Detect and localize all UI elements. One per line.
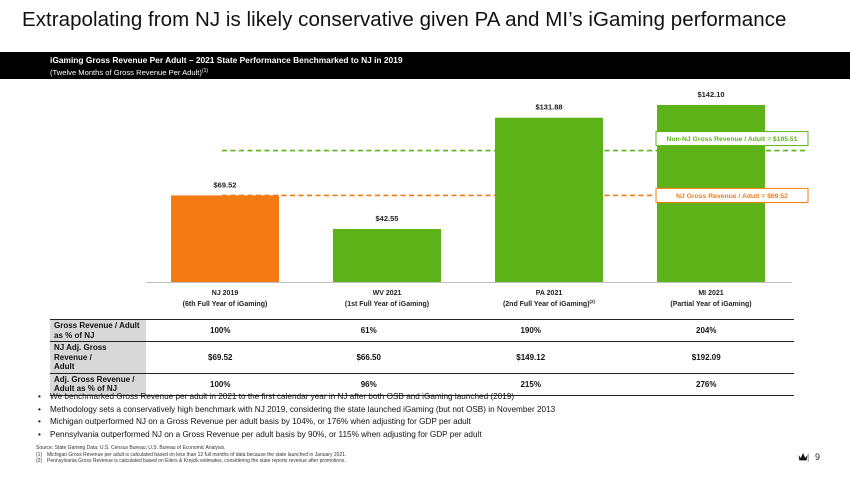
x-tick-label: MI 2021 <box>698 290 723 297</box>
bullet-item: • We benchmarked Gross Revenue per adult … <box>36 391 816 404</box>
row-label-line1: NJ Adj. Gross Revenue / <box>54 343 107 362</box>
x-tick-label: NJ 2019 <box>212 290 239 297</box>
chart-subtitle-footnote-ref: (1) <box>201 68 209 74</box>
footnote: (2) Pennsylvania Gross Revenue is calcula… <box>36 458 346 465</box>
reference-label-box <box>655 131 809 147</box>
table-cell: 190% <box>442 319 619 342</box>
footnotes: Source: State Gaming Data; U.S. Census B… <box>36 445 346 465</box>
footnote-text: Pennsylvania Gross Revenue is calculated… <box>47 458 346 465</box>
row-label-line2: as % of NJ <box>54 330 95 340</box>
bullet-marker: • <box>38 404 41 414</box>
metrics-table: Gross Revenue / Adult as % of NJ 100% 61%… <box>50 319 794 396</box>
page-title: Extrapolating from NJ is likely conserva… <box>22 8 787 31</box>
data-label: $131.88 <box>535 103 562 112</box>
chart-header-band: iGaming Gross Revenue Per Adult – 2021 S… <box>0 52 850 79</box>
x-tick-sublabel: (6th Full Year of iGaming) <box>183 301 268 308</box>
bullet-list: • We benchmarked Gross Revenue per adult … <box>36 391 816 441</box>
table-row: NJ Adj. Gross Revenue / Adult $69.52 $66.… <box>50 341 794 374</box>
bar-3 <box>495 117 603 283</box>
data-label: $69.52 <box>214 180 237 189</box>
x-tick-label: WV 2021 <box>373 290 402 297</box>
row-label-line1: Gross Revenue / Adult <box>54 321 140 330</box>
table-cell: $192.09 <box>618 341 794 374</box>
data-label: $42.55 <box>376 214 399 223</box>
row-label-line2: Adult as % of NJ <box>54 384 118 393</box>
bullet-marker: • <box>38 392 41 401</box>
chart-subtitle: (Twelve Months of Gross Revenue Per Adul… <box>50 66 850 78</box>
footnote: (1) Michigan Gross Revenue per adult is c… <box>36 452 346 459</box>
table-cell: 61% <box>294 319 443 342</box>
table-cell: 100% <box>146 319 295 342</box>
bullet-text: Michigan outperformed NJ on a Gross Reve… <box>50 417 471 427</box>
footnote-text: Michigan Gross Revenue per adult is calc… <box>47 451 347 458</box>
x-tick-sublabel: (Partial Year of iGaming) <box>670 301 751 308</box>
reference-label: Non-NJ Gross Revenue / Adult = $105.51 <box>666 136 797 143</box>
page-number-separator: | <box>807 452 810 462</box>
table-row: Gross Revenue / Adult as % of NJ 100% 61%… <box>50 319 794 342</box>
x-tick-sublabel: (2nd Full Year of iGaming)(2) <box>503 299 596 308</box>
footnote-source: Source: State Gaming Data; U.S. Census B… <box>36 445 226 451</box>
bullet-text: We benchmarked Gross Revenue per adult i… <box>50 392 515 401</box>
x-tick-footnote-ref: (2) <box>590 299 596 304</box>
table-cell: 100% <box>146 373 295 396</box>
bullet-text: Methodology sets a conservatively high b… <box>50 404 556 414</box>
bullet-marker: • <box>38 417 41 427</box>
bullet-marker: • <box>38 429 41 439</box>
table-cell: 204% <box>618 319 794 342</box>
bar-2 <box>333 228 441 282</box>
table-cell: 215% <box>442 373 619 396</box>
chart-title: iGaming Gross Revenue Per Adult – 2021 S… <box>50 55 403 65</box>
table-row: Adj. Gross Revenue / Adult as % of NJ 100… <box>50 373 794 396</box>
table-cell: 276% <box>618 373 794 396</box>
bullet-item: • Methodology sets a conservatively high … <box>36 404 816 417</box>
bar-1 <box>171 195 279 282</box>
bullet-text: Pennsylvania outperformed NJ on a Gross … <box>50 429 482 439</box>
x-tick-sublabel: (1st Full Year of iGaming) <box>345 301 429 308</box>
table-row-header: Adj. Gross Revenue / Adult as % of NJ <box>50 373 146 396</box>
reference-label: NJ Gross Revenue / Adult = $69.52 <box>676 193 788 200</box>
data-label: $142.10 <box>697 90 724 99</box>
table-cell: $69.52 <box>146 341 295 374</box>
table-cell: $66.50 <box>294 341 443 374</box>
table-row-header: Gross Revenue / Adult as % of NJ <box>50 319 146 342</box>
bullet-item: • Pennsylvania outperformed NJ on a Gross… <box>36 429 816 442</box>
bullet-item: • Michigan outperformed NJ on a Gross Rev… <box>36 416 816 429</box>
footnote-number: (1) <box>36 451 43 458</box>
bar-chart: $69.52 $42.55 $131.88 $142.10 Non-NJ Gross R… <box>146 90 809 308</box>
reference-label-box <box>655 187 809 203</box>
chart-subtitle-text: (Twelve Months of Gross Revenue Per Adul… <box>50 68 202 77</box>
crown-logo-icon <box>798 453 808 461</box>
x-tick-label: PA 2021 <box>536 290 563 297</box>
table-row-header: NJ Adj. Gross Revenue / Adult <box>50 341 146 374</box>
row-label-line1: Adj. Gross Revenue / <box>54 374 135 384</box>
page-number: 9 <box>815 452 821 462</box>
footnote-number: (2) <box>36 458 43 465</box>
table-cell: $149.12 <box>442 341 619 374</box>
row-label-line2: Adult <box>54 362 75 371</box>
table-cell: 96% <box>294 373 443 396</box>
